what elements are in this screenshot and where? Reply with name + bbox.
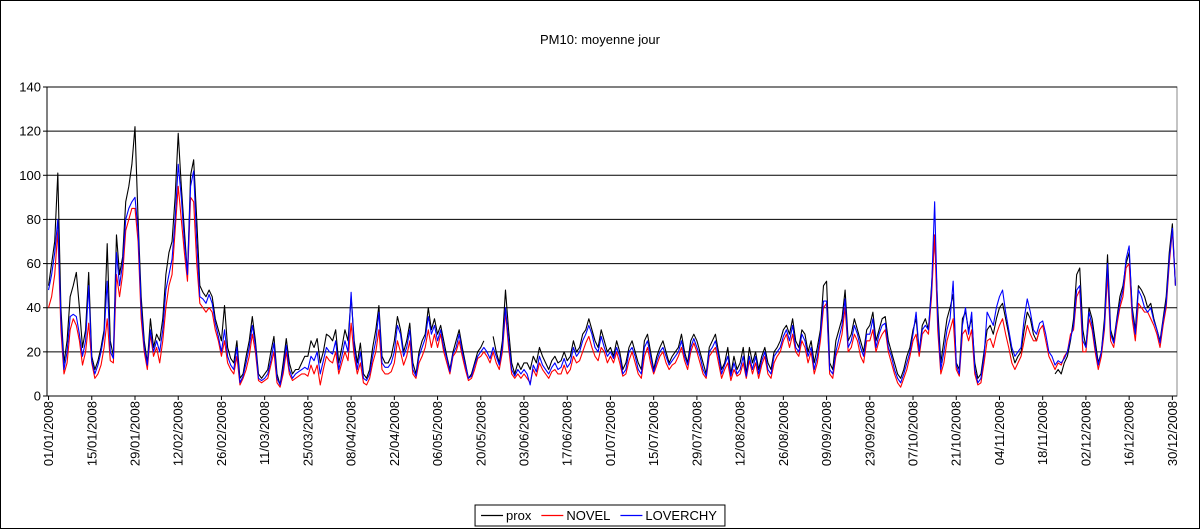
x-tick-label: 16/12/2008 bbox=[1122, 401, 1137, 466]
legend bbox=[474, 504, 726, 527]
legend-label: LOVERCHY bbox=[645, 508, 717, 523]
x-tick-label: 08/04/2008 bbox=[344, 401, 359, 466]
x-tick-label: 17/06/2008 bbox=[560, 401, 575, 466]
x-tick-label: 29/07/2008 bbox=[689, 401, 704, 466]
x-tick-label: 09/09/2008 bbox=[819, 401, 834, 466]
x-tick-label: 03/06/2008 bbox=[517, 401, 532, 466]
x-tick-label: 15/07/2008 bbox=[646, 401, 661, 466]
x-tick-label: 29/01/2008 bbox=[127, 401, 142, 466]
x-tick-label: 22/04/2008 bbox=[387, 401, 402, 466]
x-tick-label: 12/02/2008 bbox=[171, 401, 186, 466]
x-tick-label: 04/11/2008 bbox=[992, 401, 1007, 465]
plot-area bbox=[46, 86, 1178, 397]
y-tick-label: 60 bbox=[27, 256, 41, 271]
chart-title: PM10: moyenne jour bbox=[540, 32, 661, 47]
x-tick-label: 26/02/2008 bbox=[214, 401, 229, 466]
legend-label: prox bbox=[506, 508, 532, 523]
y-tick-label: 20 bbox=[27, 344, 41, 359]
y-tick-label: 100 bbox=[19, 168, 41, 183]
x-tick-label: 20/05/2008 bbox=[473, 401, 488, 466]
x-tick-label: 07/10/2008 bbox=[906, 401, 921, 466]
x-tick-label: 11/03/2008 bbox=[257, 401, 272, 465]
x-tick-label: 01/07/2008 bbox=[603, 401, 618, 466]
x-tick-label: 26/08/2008 bbox=[776, 401, 791, 466]
y-tick-label: 0 bbox=[34, 389, 41, 404]
legend-label: NOVEL bbox=[566, 508, 610, 523]
y-tick-label: 140 bbox=[19, 80, 41, 95]
series-line bbox=[48, 163, 1177, 386]
x-tick-label: 06/05/2008 bbox=[430, 401, 445, 466]
x-tick-label: 18/11/2008 bbox=[1035, 401, 1050, 465]
x-tick-label: 02/12/2008 bbox=[1078, 401, 1093, 466]
series-line bbox=[48, 185, 1177, 388]
x-tick-label: 15/01/2008 bbox=[84, 401, 99, 466]
x-tick-label: 23/09/2008 bbox=[862, 401, 877, 466]
y-tick-label: 120 bbox=[19, 124, 41, 139]
x-tick-label: 01/01/2008 bbox=[41, 401, 56, 466]
x-tick-label: 12/08/2008 bbox=[733, 401, 748, 466]
x-tick-label: 25/03/2008 bbox=[300, 401, 315, 466]
y-tick-label: 40 bbox=[27, 300, 41, 315]
x-tick-label: 30/12/2008 bbox=[1165, 401, 1180, 466]
x-tick-label: 21/10/2008 bbox=[949, 401, 964, 466]
y-tick-label: 80 bbox=[27, 212, 41, 227]
